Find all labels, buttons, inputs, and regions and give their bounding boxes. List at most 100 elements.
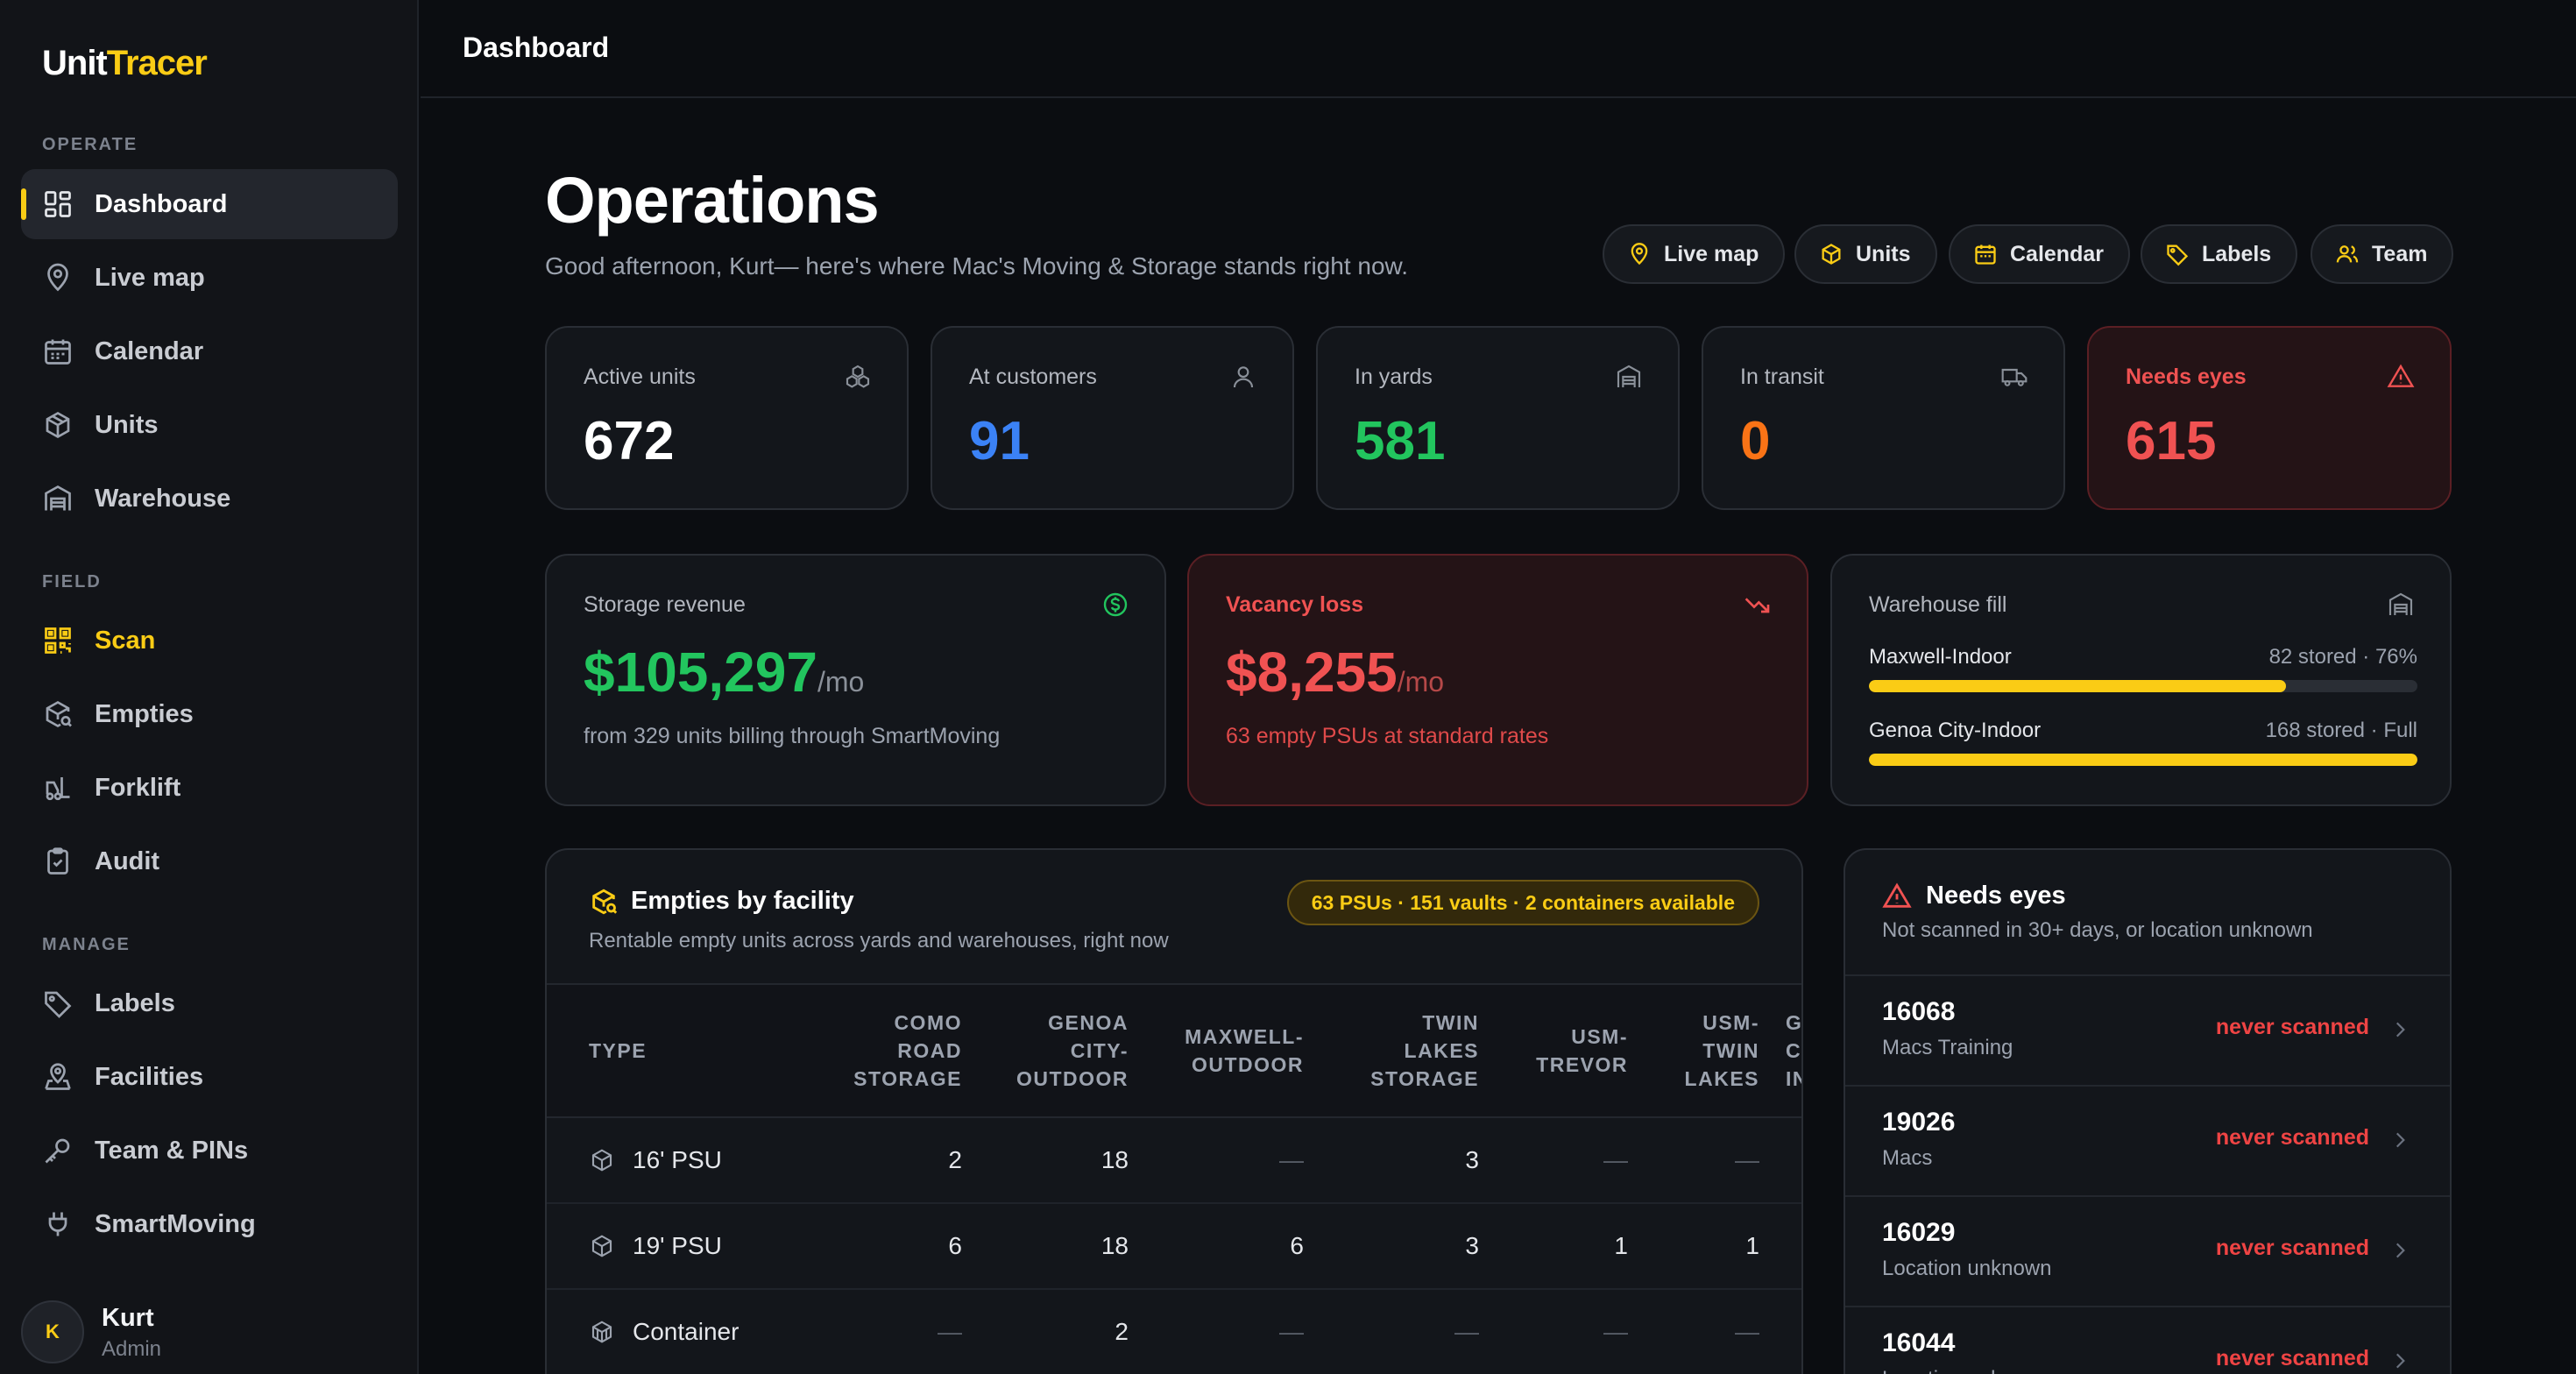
table-row[interactable]: Container — 2 — — — — xyxy=(547,1289,1801,1374)
fill-track xyxy=(1869,680,2417,692)
count-cell: — xyxy=(1493,1117,1642,1204)
quick-link-units[interactable]: Units xyxy=(1794,224,1937,284)
table-row[interactable]: 16' PSU 2 18 — 3 — — xyxy=(547,1117,1801,1204)
stat-label: In yards xyxy=(1355,365,1433,389)
box-icon xyxy=(1819,242,1844,266)
user-icon xyxy=(1229,363,1257,391)
storage-revenue-value: $105,297/mo xyxy=(584,640,864,705)
quick-link-label: Team xyxy=(2372,241,2428,266)
section-label-operate: OPERATE xyxy=(42,135,138,154)
vacancy-loss-card[interactable]: Vacancy loss $8,255/mo 63 empty PSUs at … xyxy=(1187,554,1808,806)
location-building-icon xyxy=(42,1061,74,1093)
column-header[interactable]: USM- TREVOR xyxy=(1493,983,1642,1118)
empties-table-scroll[interactable]: TYPE COMO ROAD STORAGE GENOA CITY- OUTDOOR M… xyxy=(547,983,1801,1374)
key-icon xyxy=(42,1135,74,1166)
user-name: Kurt xyxy=(102,1304,154,1332)
stat-card-needs-eyes[interactable]: Needs eyes 615 xyxy=(2087,326,2452,510)
page-title: Operations xyxy=(545,164,880,237)
stat-value: 0 xyxy=(1740,411,1771,471)
chevron-right-icon xyxy=(2388,1129,2411,1151)
warehouse-icon xyxy=(2387,591,2415,619)
table-row[interactable]: 19' PSU 6 18 6 3 1 1 xyxy=(547,1203,1801,1290)
type-label: Container xyxy=(633,1318,740,1345)
brand-logo[interactable]: UnitTracer xyxy=(42,44,208,83)
user-profile[interactable]: K Kurt Admin xyxy=(21,1297,398,1367)
avatar: K xyxy=(21,1300,84,1363)
sidebar-item-warehouse[interactable]: Warehouse xyxy=(21,464,398,534)
quick-link-calendar[interactable]: Calendar xyxy=(1949,224,2130,284)
table-header-row: TYPE COMO ROAD STORAGE GENOA CITY- OUTDOOR M… xyxy=(547,983,1801,1118)
sidebar-item-labels[interactable]: Labels xyxy=(21,968,398,1038)
quick-link-label: Labels xyxy=(2202,241,2272,266)
column-header[interactable]: USM- TWIN LAKES xyxy=(1642,983,1773,1118)
needs-eyes-subtitle: Not scanned in 30+ days, or location unk… xyxy=(1882,918,2313,942)
column-header[interactable]: COMO ROAD STORAGE xyxy=(810,983,976,1118)
greeting-text: Good afternoon, Kurt— here's where Mac's… xyxy=(545,252,1408,280)
top-bar-title: Dashboard xyxy=(463,32,610,63)
sidebar-item-label: Dashboard xyxy=(95,189,228,218)
per-month-suffix: /mo xyxy=(817,666,865,698)
fill-bar xyxy=(1869,680,2286,692)
warehouse-fill-stat: 168 stored · Full xyxy=(2265,719,2417,742)
sidebar-item-calendar[interactable]: Calendar xyxy=(21,316,398,386)
container-icon xyxy=(589,1319,615,1345)
sidebar-item-forklift[interactable]: Forklift xyxy=(21,753,398,823)
user-role: Admin xyxy=(102,1337,162,1361)
unit-location: Macs Training xyxy=(1882,1036,2013,1059)
column-header[interactable]: GENOA CITY- OUTDOOR xyxy=(976,983,1143,1118)
quick-link-live-map[interactable]: Live map xyxy=(1603,224,1786,284)
quick-link-label: Units xyxy=(1856,241,1911,266)
sidebar-item-label: Facilities xyxy=(95,1062,204,1091)
warehouse-name: Maxwell-Indoor xyxy=(1869,645,2012,669)
sidebar-item-audit[interactable]: Audit xyxy=(21,826,398,896)
stat-card-active-units[interactable]: Active units 672 xyxy=(545,326,909,510)
sidebar-item-dashboard[interactable]: Dashboard xyxy=(21,169,398,239)
type-cell: 19' PSU xyxy=(547,1203,810,1290)
sidebar-item-live-map[interactable]: Live map xyxy=(21,243,398,313)
column-header[interactable]: TYPE xyxy=(547,983,810,1118)
calendar-icon xyxy=(1973,242,1998,266)
sidebar-item-units[interactable]: Units xyxy=(21,390,398,460)
sidebar-item-scan[interactable]: Scan xyxy=(21,606,398,676)
box-search-icon xyxy=(589,887,619,917)
sidebar: UnitTracer OPERATE Dashboard Live map Ca… xyxy=(0,0,419,1374)
needs-eyes-item[interactable]: 16029 Location unknown never scanned xyxy=(1845,1195,2450,1306)
chevron-right-icon xyxy=(2388,1239,2411,1262)
count-cell: — xyxy=(1493,1289,1642,1374)
needs-eyes-item[interactable]: 16044 Location unknown never scanned xyxy=(1845,1306,2450,1374)
needs-eyes-item[interactable]: 19026 Macs never scanned xyxy=(1845,1085,2450,1195)
column-header[interactable]: TWIN LAKES STORAGE xyxy=(1318,983,1493,1118)
sidebar-item-empties[interactable]: Empties xyxy=(21,679,398,749)
users-icon xyxy=(2335,242,2360,266)
column-header[interactable]: GENCIINDO xyxy=(1773,983,1801,1118)
map-pin-icon xyxy=(42,262,74,294)
count-cell: — xyxy=(1143,1289,1318,1374)
column-header[interactable]: MAXWELL- OUTDOOR xyxy=(1143,983,1318,1118)
top-bar: Dashboard xyxy=(421,0,2576,98)
quick-link-team[interactable]: Team xyxy=(2311,224,2454,284)
dollar-circle-icon xyxy=(1101,591,1129,619)
sidebar-item-smartmoving[interactable]: SmartMoving xyxy=(21,1189,398,1259)
sidebar-item-facilities[interactable]: Facilities xyxy=(21,1042,398,1112)
sidebar-item-label: Live map xyxy=(95,263,205,292)
count-cell: 1 xyxy=(1493,1203,1642,1290)
stat-value: 581 xyxy=(1355,411,1446,471)
count-cell: 2 xyxy=(976,1289,1143,1374)
box-search-icon xyxy=(42,698,74,730)
count-cell: 18 xyxy=(976,1203,1143,1290)
stat-card-at-customers[interactable]: At customers 91 xyxy=(931,326,1294,510)
storage-revenue-card[interactable]: Storage revenue $105,297/mo from 329 uni… xyxy=(545,554,1166,806)
boxes-icon xyxy=(844,363,872,391)
type-label: 16' PSU xyxy=(633,1146,722,1173)
quick-link-label: Calendar xyxy=(2010,241,2104,266)
quick-link-labels[interactable]: Labels xyxy=(2141,224,2298,284)
box-icon xyxy=(42,409,74,441)
quick-link-label: Live map xyxy=(1664,241,1759,266)
stat-card-in-yards[interactable]: In yards 581 xyxy=(1316,326,1680,510)
warehouse-fill-card[interactable]: Warehouse fill Maxwell-Indoor 82 stored … xyxy=(1830,554,2452,806)
sidebar-item-team-pins[interactable]: Team & PINs xyxy=(21,1115,398,1186)
stat-card-in-transit[interactable]: In transit 0 xyxy=(1702,326,2065,510)
stat-value: 672 xyxy=(584,411,675,471)
needs-eyes-item[interactable]: 16068 Macs Training never scanned xyxy=(1845,974,2450,1085)
storage-revenue-note: from 329 units billing through SmartMovi… xyxy=(584,724,1001,748)
